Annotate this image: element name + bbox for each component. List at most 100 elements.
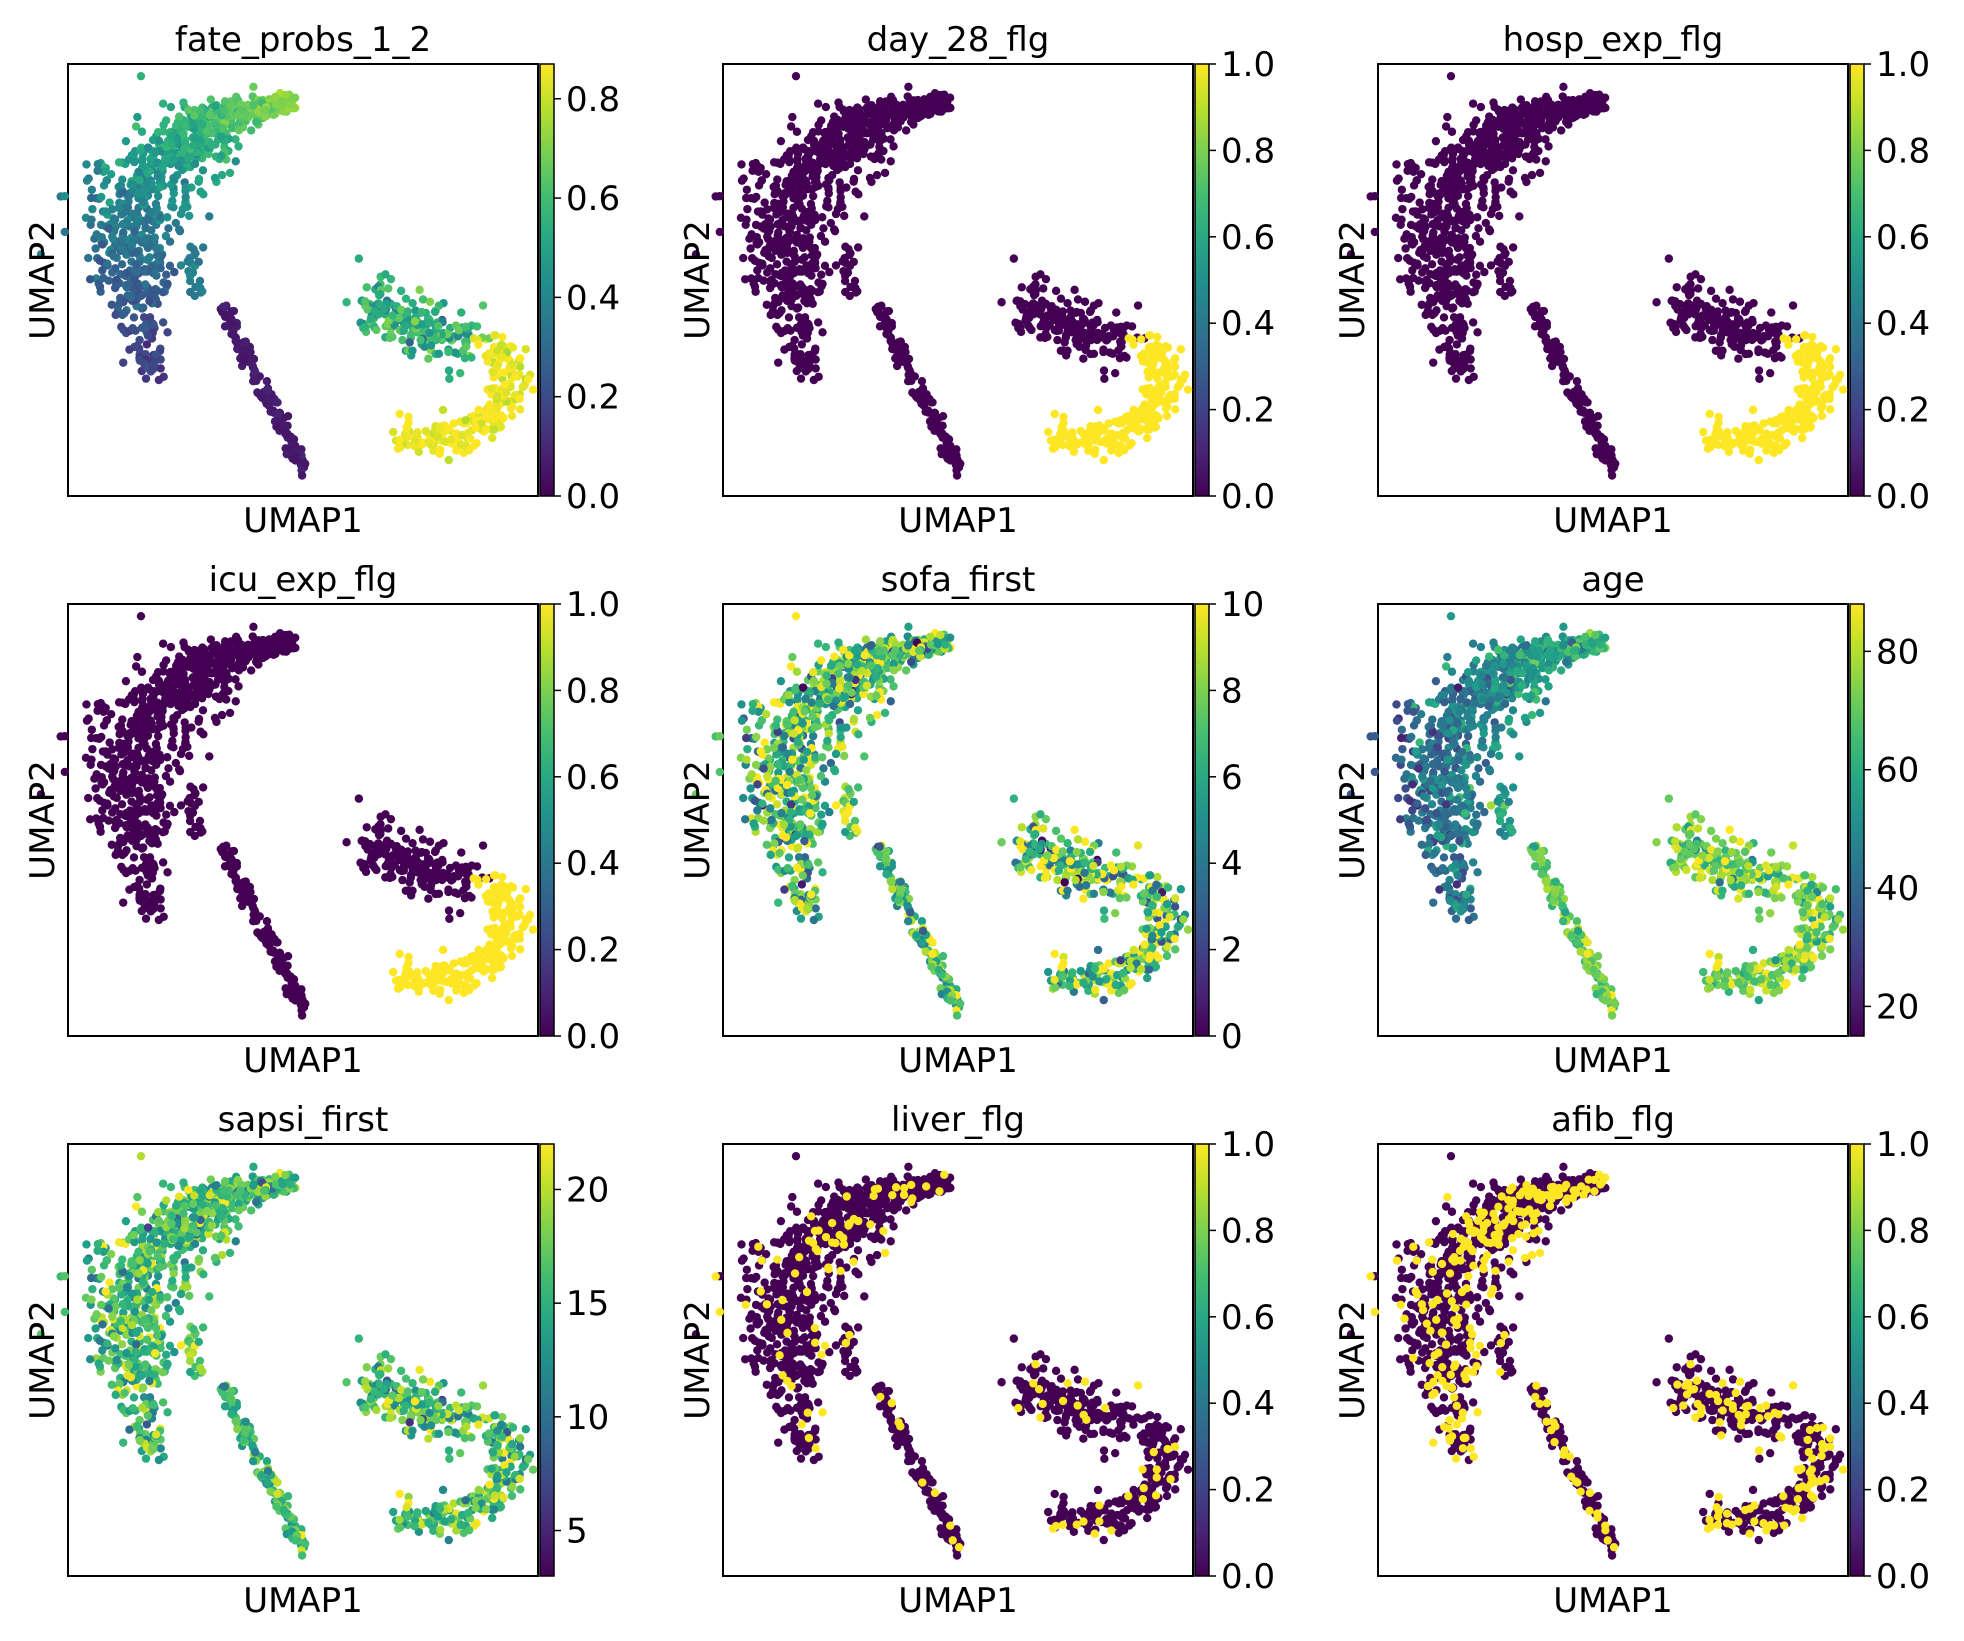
scatter-point: [1443, 112, 1452, 122]
scatter-point: [194, 174, 204, 184]
scatter-point: [149, 320, 158, 329]
scatter-point: [1471, 116, 1481, 125]
scatter-point: [1403, 159, 1413, 169]
scatter-point: [395, 409, 404, 419]
scatter-point: [1556, 126, 1566, 135]
scatter-point: [816, 116, 826, 125]
scatter-point: [888, 110, 897, 120]
scatter-point: [107, 300, 116, 309]
scatter-point: [1139, 349, 1149, 358]
scatter-point: [445, 374, 454, 383]
scatter-point: [118, 187, 127, 197]
scatter-point: [485, 400, 494, 409]
scatter-point: [831, 209, 841, 219]
scatter-point: [464, 446, 474, 455]
scatter-point: [1489, 98, 1498, 107]
scatter-point: [845, 133, 854, 142]
scatter-point: [1495, 276, 1505, 286]
scatter-point: [871, 132, 881, 141]
scatter-point: [1472, 270, 1481, 279]
scatter-point: [291, 456, 300, 465]
scatter-point: [1050, 435, 1059, 444]
scatter-point: [490, 425, 499, 434]
scatter-point: [1689, 304, 1699, 314]
scatter-point: [1505, 106, 1515, 115]
scatter-point: [115, 299, 124, 308]
scatter-point: [435, 424, 445, 433]
scatter-point: [125, 191, 134, 201]
scatter-point: [854, 190, 863, 199]
scatter-point: [865, 173, 875, 183]
scatter-point: [793, 198, 803, 207]
scatter-point: [1080, 318, 1089, 327]
scatter-point: [1727, 307, 1736, 317]
scatter-point: [1440, 227, 1449, 236]
scatter-point: [467, 353, 476, 362]
scatter-point: [1600, 93, 1610, 102]
scatter-point: [129, 150, 138, 160]
scatter-point: [1468, 99, 1478, 108]
scatter-point: [753, 240, 762, 249]
scatter-point: [111, 310, 120, 320]
scatter-point: [233, 344, 242, 354]
scatter-point: [1802, 360, 1812, 370]
scatter-point: [790, 355, 800, 365]
scatter-point: [385, 333, 395, 343]
scatter-point: [379, 304, 389, 314]
scatter-point: [198, 166, 208, 175]
scatter-point: [134, 167, 143, 177]
scatter-point: [1425, 299, 1434, 308]
scatter-point: [487, 384, 496, 393]
scatter-point: [507, 411, 517, 421]
scatter-point: [471, 423, 480, 432]
scatter-point: [156, 213, 165, 222]
scatter-point: [1440, 157, 1449, 167]
scatter-point: [117, 260, 127, 269]
scatter-point: [784, 313, 794, 322]
scatter-point: [135, 355, 145, 365]
scatter-point: [198, 287, 207, 296]
scatter-point: [792, 323, 802, 333]
scatter-point: [788, 112, 797, 122]
scatter-point: [1527, 151, 1536, 161]
scatter-point: [169, 173, 178, 183]
scatter-point: [1408, 266, 1417, 275]
scatter-point: [119, 325, 128, 335]
colorbar-tick-label: 0.0: [1221, 477, 1275, 517]
scatter-point: [132, 248, 141, 257]
scatter-point: [1416, 169, 1426, 179]
scatter-point: [1438, 324, 1447, 333]
scatter-point: [761, 169, 771, 179]
scatter-point: [396, 286, 406, 296]
scatter-point: [180, 144, 189, 153]
scatter-point: [219, 106, 229, 116]
scatter-point: [119, 898, 128, 907]
scatter-point: [1129, 405, 1138, 415]
scatter-point: [1477, 131, 1486, 140]
scatter-point: [1473, 328, 1482, 337]
scatter-point: [1718, 346, 1727, 355]
scatter-point: [426, 341, 436, 350]
scatter-point: [220, 302, 229, 311]
scatter-point: [845, 159, 855, 169]
scatter-point: [198, 243, 208, 252]
scatter-point: [461, 416, 470, 425]
scatter-point: [249, 82, 258, 92]
scatter-point: [186, 287, 195, 297]
scatter-point: [147, 226, 156, 235]
scatter-point: [167, 139, 176, 148]
scatter-point: [914, 106, 924, 115]
colorbar-tick-label: 0.2: [1876, 391, 1930, 431]
scatter-point: [763, 232, 772, 241]
scatter-point: [830, 112, 839, 121]
scatter-point: [1117, 342, 1126, 351]
scatter-point: [1445, 145, 1455, 155]
scatter-point: [1016, 297, 1025, 306]
scatter-point: [239, 355, 248, 365]
scatter-point: [747, 230, 756, 239]
scatter-point: [1672, 283, 1681, 292]
scatter-point: [1443, 341, 1452, 351]
scatter-point: [135, 176, 144, 185]
scatter-point: [96, 220, 106, 230]
scatter-point: [1089, 349, 1099, 358]
